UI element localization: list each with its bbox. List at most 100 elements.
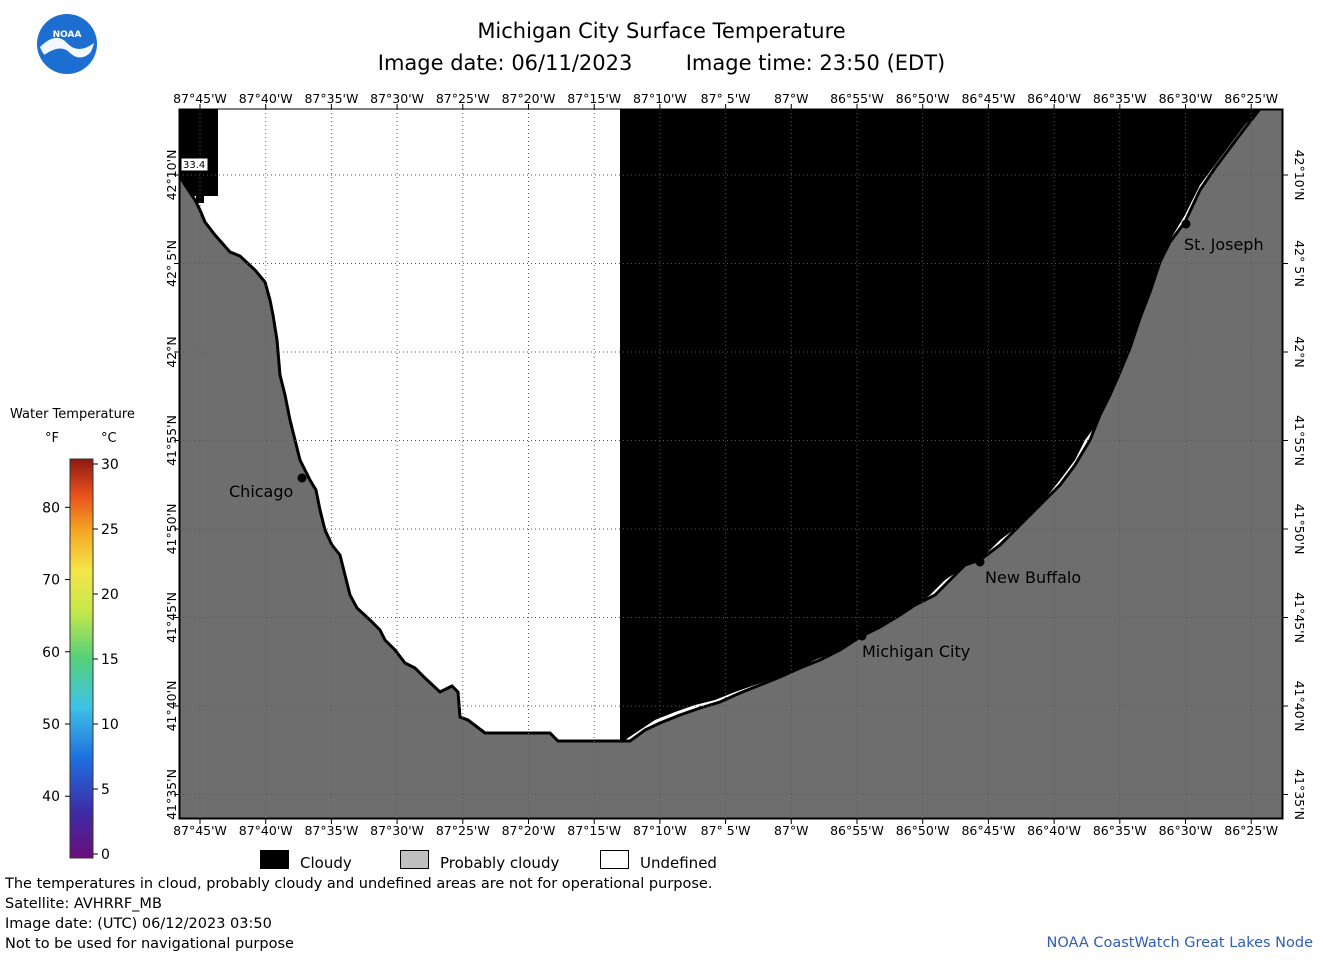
city-marker-chicago bbox=[297, 473, 307, 483]
navigation-note: Not to be used for navigational purpose bbox=[5, 936, 294, 952]
lon-label-bottom: 87°10'W bbox=[633, 823, 687, 838]
tick-marks bbox=[174, 104, 1288, 824]
value-label: 33.4 bbox=[183, 160, 205, 171]
lon-label-top: 86°40'W bbox=[1027, 91, 1081, 106]
lon-label-top: 87°25'W bbox=[436, 91, 490, 106]
city-marker-michigan-city bbox=[857, 631, 867, 641]
lat-label-right: 41°45'N bbox=[1292, 592, 1307, 643]
colorbar-tick-f: 40 bbox=[42, 789, 60, 805]
lon-label-bottom: 87°25'W bbox=[436, 823, 490, 838]
legend-swatch-undefined bbox=[600, 850, 629, 869]
city-label-st-joseph: St. Joseph bbox=[1184, 235, 1264, 254]
lat-label-right: 41°50'N bbox=[1292, 504, 1307, 555]
grid-lines bbox=[179, 109, 1283, 819]
colorbar-tick-f: 80 bbox=[42, 500, 60, 516]
lon-label-top: 87°40'W bbox=[239, 91, 293, 106]
lon-label-bottom: 87°15'W bbox=[567, 823, 621, 838]
lon-label-bottom: 86°45'W bbox=[961, 823, 1015, 838]
colorbar-tick-c: 25 bbox=[101, 522, 119, 538]
lon-label-top: 86°50'W bbox=[896, 91, 950, 106]
colorbar-tick-c: 0 bbox=[101, 847, 110, 863]
legend-label-cloudy: Cloudy bbox=[300, 854, 352, 872]
colorbar-tick-c: 5 bbox=[101, 782, 110, 798]
credit-text: NOAA CoastWatch Great Lakes Node bbox=[1046, 935, 1313, 951]
noaa-logo-icon: NOAA bbox=[37, 14, 97, 74]
lon-label-bottom: 87°W bbox=[774, 823, 809, 838]
lon-label-top: 87°10'W bbox=[633, 91, 687, 106]
lon-label-bottom: 87°35'W bbox=[304, 823, 358, 838]
lon-label-top: 86°30'W bbox=[1159, 91, 1213, 106]
city-label-chicago: Chicago bbox=[229, 482, 293, 501]
lat-label-left: 42°N bbox=[164, 336, 179, 368]
lon-label-top: 87°45'W bbox=[173, 91, 227, 106]
lon-label-top: 87°15'W bbox=[567, 91, 621, 106]
cloud-block-top-left bbox=[179, 109, 218, 203]
map-title: Michigan City Surface Temperature bbox=[477, 19, 846, 43]
lat-label-right: 41°35'N bbox=[1292, 769, 1307, 820]
legend-swatch-cloudy bbox=[260, 850, 289, 869]
cloud-area bbox=[620, 109, 1260, 740]
lat-label-left: 41°45'N bbox=[164, 592, 179, 643]
lat-label-right: 42° 5'N bbox=[1292, 240, 1307, 287]
lon-label-top: 87°20'W bbox=[502, 91, 556, 106]
lon-label-bottom: 86°55'W bbox=[830, 823, 884, 838]
lat-label-left: 41°40'N bbox=[164, 681, 179, 732]
utc-date-note: Image date: (UTC) 06/12/2023 03:50 bbox=[5, 916, 272, 932]
lon-label-top: 86°45'W bbox=[961, 91, 1015, 106]
lon-label-bottom: 86°25'W bbox=[1224, 823, 1278, 838]
colorbar-tick-c: 30 bbox=[101, 457, 119, 473]
city-marker-new-buffalo bbox=[975, 557, 985, 567]
image-date-time: Image date: 06/11/2023 Image time: 23:50… bbox=[0, 51, 1323, 75]
colorbar bbox=[69, 458, 94, 859]
lon-label-top: 86°25'W bbox=[1224, 91, 1278, 106]
logo-text: NOAA bbox=[53, 30, 82, 40]
lat-label-left: 41°50'N bbox=[164, 504, 179, 555]
lon-label-bottom: 86°50'W bbox=[896, 823, 950, 838]
lon-label-top: 87°35'W bbox=[304, 91, 358, 106]
colorbar-tick-c: 10 bbox=[101, 717, 119, 733]
land-area bbox=[179, 109, 1283, 819]
lat-label-left: 42°10'N bbox=[164, 150, 179, 201]
colorbar-tick-c: 20 bbox=[101, 587, 119, 603]
lon-label-bottom: 86°35'W bbox=[1093, 823, 1147, 838]
lon-label-top: 86°35'W bbox=[1093, 91, 1147, 106]
latitude-labels-left: 42°10'N 42° 5'N 42°N 41°55'N 41°50'N 41°45'N 4… bbox=[164, 150, 179, 820]
legend-label-probably-cloudy: Probably cloudy bbox=[440, 854, 560, 872]
disclaimer-note: The temperatures in cloud, probably clou… bbox=[5, 876, 713, 892]
legend-label-undefined: Undefined bbox=[640, 854, 717, 872]
lon-label-bottom: 87°30'W bbox=[370, 823, 424, 838]
lon-label-bottom: 87°45'W bbox=[173, 823, 227, 838]
longitude-labels-bottom: 87°45'W 87°40'W 87°35'W 87°30'W 87°25'W 87°20… bbox=[173, 823, 1278, 838]
colorbar-title: Water Temperature bbox=[10, 407, 135, 422]
satellite-note: Satellite: AVHRRF_MB bbox=[5, 896, 162, 912]
colorbar-tick-f: 60 bbox=[42, 645, 60, 661]
value-label-box bbox=[180, 157, 209, 172]
lon-label-bottom: 87° 5'W bbox=[701, 823, 751, 838]
latitude-labels-right: 42°10'N 42° 5'N 42°N 41°55'N 41°50'N 41°45'N 4… bbox=[1292, 150, 1307, 820]
lon-label-top: 86°55'W bbox=[830, 91, 884, 106]
longitude-labels-top: 87°45'W 87°40'W 87°35'W 87°30'W 87°25'W 87°20… bbox=[173, 91, 1278, 106]
lat-label-right: 41°40'N bbox=[1292, 681, 1307, 732]
lat-label-right: 41°55'N bbox=[1292, 415, 1307, 466]
lon-label-top: 87° 5'W bbox=[701, 91, 751, 106]
city-label-new-buffalo: New Buffalo bbox=[985, 568, 1081, 587]
image-time-local: Image time: 23:50 (EDT) bbox=[685, 51, 946, 75]
colorbar-tick-f: 50 bbox=[42, 717, 60, 733]
map-frame bbox=[178, 108, 1284, 820]
lon-label-top: 87°W bbox=[774, 91, 809, 106]
colorbar-tick-c: 15 bbox=[101, 652, 119, 668]
image-date-local: Image date: 06/11/2023 bbox=[377, 51, 633, 75]
lat-label-right: 42°10'N bbox=[1292, 150, 1307, 201]
lon-label-top: 87°30'W bbox=[370, 91, 424, 106]
lat-label-left: 41°35'N bbox=[164, 769, 179, 820]
lon-label-bottom: 87°40'W bbox=[239, 823, 293, 838]
colorbar-unit-c: °C bbox=[101, 431, 117, 446]
colorbar-unit-f: °F bbox=[45, 431, 59, 446]
colorbar-tick-f: 70 bbox=[42, 573, 60, 589]
lon-label-bottom: 87°20'W bbox=[502, 823, 556, 838]
lat-label-left: 42° 5'N bbox=[164, 240, 179, 287]
lon-label-bottom: 86°40'W bbox=[1027, 823, 1081, 838]
lon-label-bottom: 86°30'W bbox=[1159, 823, 1213, 838]
